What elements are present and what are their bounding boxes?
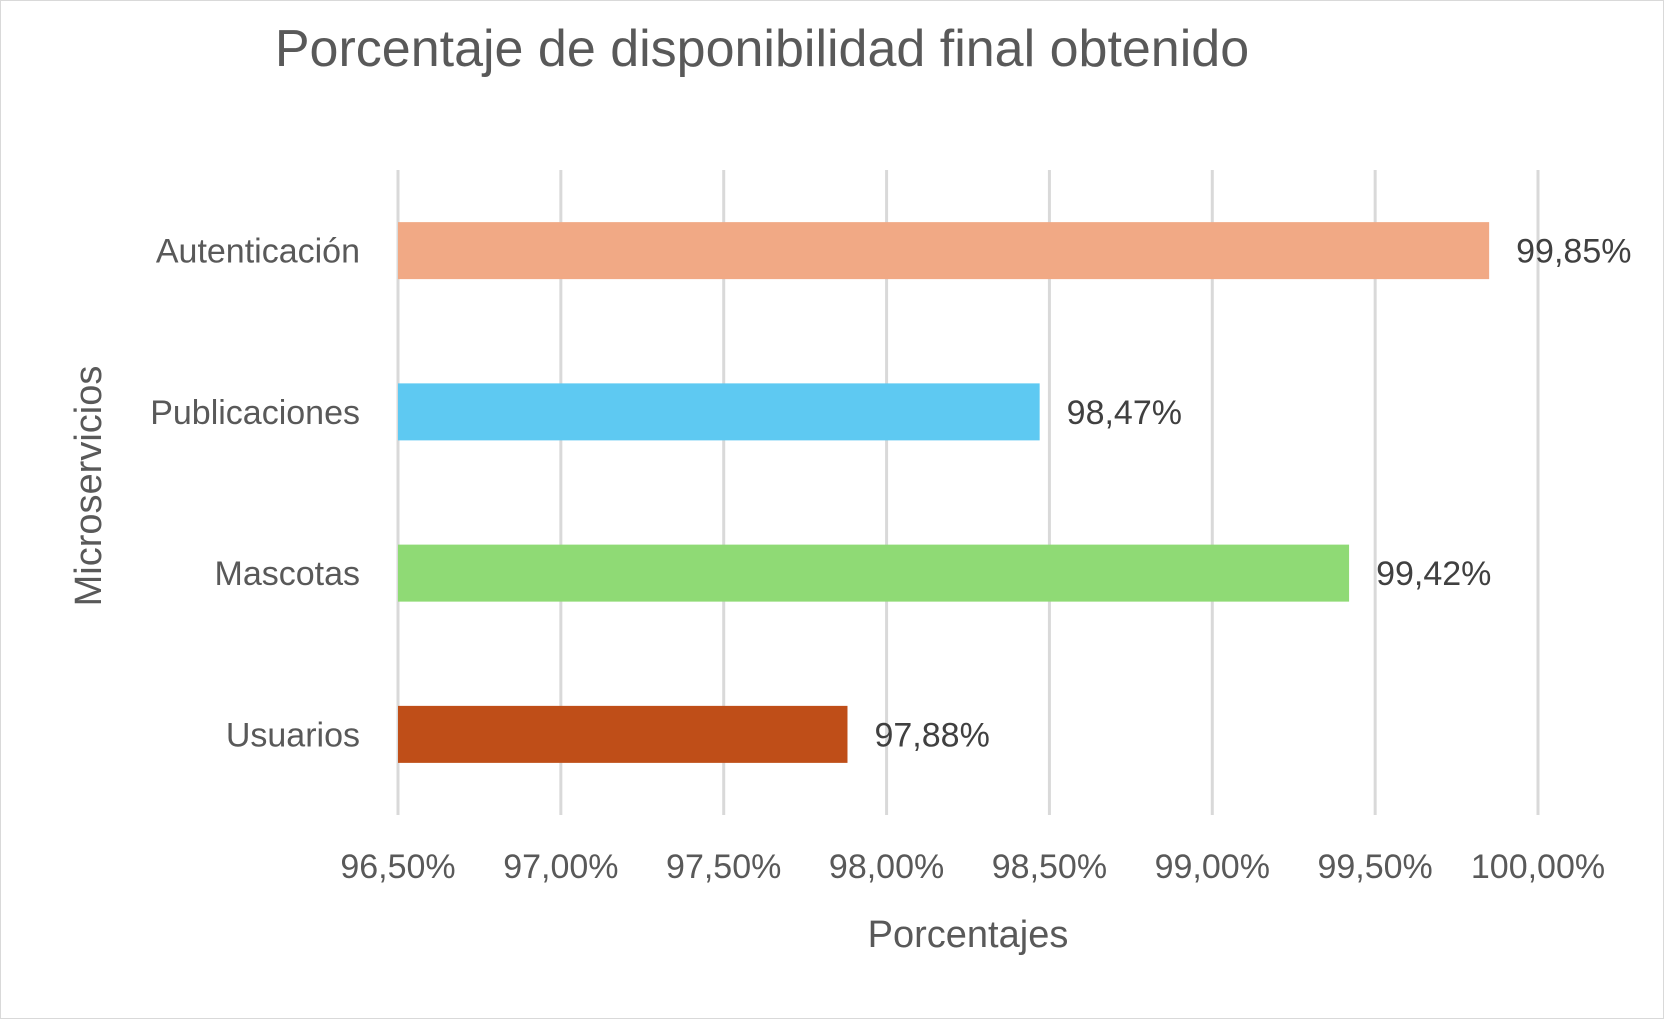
x-tick-label: 98,50% [992,848,1107,886]
y-axis-title: Microservicios [68,366,110,607]
category-label: Mascotas [215,555,361,593]
x-tick-label: 100,00% [1471,848,1605,886]
bar [398,705,848,763]
chart-title: Porcentaje de disponibilidad final obten… [275,20,1249,78]
bars [398,222,1490,763]
bar [398,383,1040,441]
data-label: 98,47% [1067,394,1182,432]
data-label: 97,88% [874,716,989,754]
x-tick-label: 97,00% [503,848,618,886]
data-labels: 99,85% 98,47% 99,42% 97,88% [874,233,1631,755]
category-label: Autenticación [156,233,360,271]
data-label: 99,42% [1376,555,1491,593]
x-tick-labels: 96,50% 97,00% 97,50% 98,00% 98,50% 99,00% 99,5… [340,848,1605,886]
x-tick-label: 96,50% [340,848,455,886]
category-labels: Autenticación Publicaciones Mascotas Usuari… [150,233,360,755]
x-tick-label: 99,00% [1155,848,1270,886]
x-tick-label: 98,00% [829,848,944,886]
category-label: Publicaciones [150,394,360,432]
bar [398,544,1350,602]
x-tick-label: 99,50% [1317,848,1432,886]
category-label: Usuarios [226,716,360,754]
x-axis-title: Porcentajes [868,914,1069,956]
x-tick-label: 97,50% [666,848,781,886]
data-label: 99,85% [1516,233,1631,271]
bar [398,222,1490,280]
